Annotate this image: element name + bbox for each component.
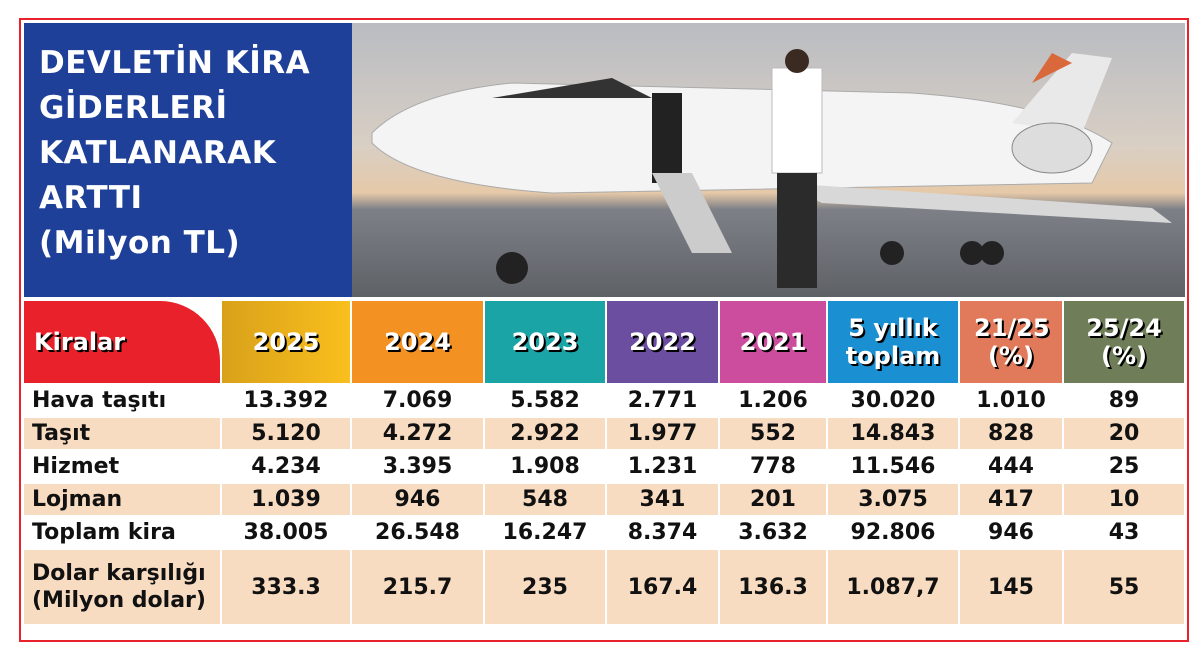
table-cell: 341 <box>607 484 718 515</box>
table-cell: 167.4 <box>607 550 718 624</box>
table-cell: 8.374 <box>607 517 718 548</box>
table-cell: 552 <box>720 418 826 449</box>
table-row: Lojman 1.039 946 548 341 201 3.075 417 10 <box>24 484 1184 515</box>
table-cell: 1.206 <box>720 385 826 416</box>
column-header: 25/24 (%) <box>1064 301 1184 383</box>
table-cell: 946 <box>960 517 1062 548</box>
table-header-row: Kiralar 2025 2024 2023 2022 2021 5 yıllık topl… <box>24 301 1184 383</box>
table-cell: 946 <box>352 484 483 515</box>
column-header: 5 yıllık toplam <box>828 301 958 383</box>
title-box: DEVLETİN KİRA GİDERLERİ KATLANARAK ARTTI… <box>24 23 352 297</box>
column-header: 2024 <box>352 301 483 383</box>
table-cell: 1.010 <box>960 385 1062 416</box>
row-label: Hizmet <box>24 451 220 482</box>
row-label: Toplam kira <box>24 517 220 548</box>
table-cell: 235 <box>485 550 605 624</box>
table-cell: 13.392 <box>222 385 350 416</box>
column-header: 2023 <box>485 301 605 383</box>
table-cell: 201 <box>720 484 826 515</box>
table-cell: 55 <box>1064 550 1184 624</box>
table-cell: 778 <box>720 451 826 482</box>
table-cell: 3.395 <box>352 451 483 482</box>
private-jet-photo <box>352 23 1185 297</box>
table-cell: 89 <box>1064 385 1184 416</box>
title-line: ARTTI <box>39 180 143 216</box>
table-cell: 5.120 <box>222 418 350 449</box>
table-cell: 30.020 <box>828 385 958 416</box>
infographic-frame: DEVLETİN KİRA GİDERLERİ KATLANARAK ARTTI… <box>19 18 1189 642</box>
row-label: Dolar karşılığı (Milyon dolar) <box>24 550 220 624</box>
table-cell: 145 <box>960 550 1062 624</box>
table-row: Toplam kira 38.005 26.548 16.247 8.374 3.632 9… <box>24 517 1184 548</box>
table-cell: 43 <box>1064 517 1184 548</box>
table-cell: 16.247 <box>485 517 605 548</box>
column-header: 2021 <box>720 301 826 383</box>
table-cell: 417 <box>960 484 1062 515</box>
table-row: Taşıt 5.120 4.272 2.922 1.977 552 14.843 828 20 <box>24 418 1184 449</box>
table-cell: 2.922 <box>485 418 605 449</box>
table-cell: 20 <box>1064 418 1184 449</box>
table-cell: 5.582 <box>485 385 605 416</box>
table-row: Hava taşıtı 13.392 7.069 5.582 2.771 1.206 30.… <box>24 385 1184 416</box>
table-cell: 1.231 <box>607 451 718 482</box>
jet-illustration <box>371 49 1172 288</box>
table-cell: 2.771 <box>607 385 718 416</box>
table-cell: 14.843 <box>828 418 958 449</box>
table-cell: 1.977 <box>607 418 718 449</box>
table-cell: 828 <box>960 418 1062 449</box>
table-cell: 444 <box>960 451 1062 482</box>
table-cell: 11.546 <box>828 451 958 482</box>
row-label: Lojman <box>24 484 220 515</box>
table-row: Dolar karşılığı (Milyon dolar) 333.3 215.7… <box>24 550 1184 624</box>
table-cell: 25 <box>1064 451 1184 482</box>
title-line: DEVLETİN KİRA <box>39 45 311 81</box>
table-cell: 333.3 <box>222 550 350 624</box>
table-cell: 26.548 <box>352 517 483 548</box>
table-cell: 548 <box>485 484 605 515</box>
rent-expenses-table: Kiralar 2025 2024 2023 2022 2021 5 yıllık topl… <box>22 299 1186 626</box>
title-line: KATLANARAK <box>39 135 277 171</box>
table-cell: 1.087,7 <box>828 550 958 624</box>
table-cell: 7.069 <box>352 385 483 416</box>
table-cell: 215.7 <box>352 550 483 624</box>
table-cell: 4.272 <box>352 418 483 449</box>
table-cell: 10 <box>1064 484 1184 515</box>
row-label: Hava taşıtı <box>24 385 220 416</box>
row-label: Taşıt <box>24 418 220 449</box>
column-header: 2025 <box>222 301 350 383</box>
title-line: (Milyon TL) <box>39 225 241 261</box>
table-cell: 3.075 <box>828 484 958 515</box>
table-row: Hizmet 4.234 3.395 1.908 1.231 778 11.546 444 25 <box>24 451 1184 482</box>
title-line: GİDERLERİ <box>39 90 228 126</box>
table-cell: 1.039 <box>222 484 350 515</box>
table-cell: 4.234 <box>222 451 350 482</box>
table-cell: 136.3 <box>720 550 826 624</box>
table-cell: 1.908 <box>485 451 605 482</box>
table-cell: 3.632 <box>720 517 826 548</box>
column-header: Kiralar <box>24 301 220 383</box>
column-header: 21/25 (%) <box>960 301 1062 383</box>
table-cell: 92.806 <box>828 517 958 548</box>
table-cell: 38.005 <box>222 517 350 548</box>
column-header: 2022 <box>607 301 718 383</box>
